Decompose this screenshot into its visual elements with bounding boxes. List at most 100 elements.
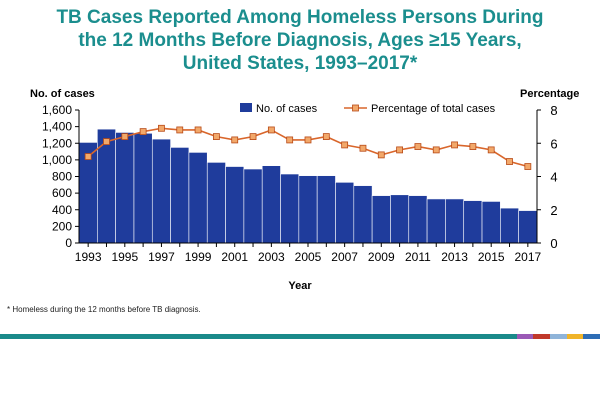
- percentage-point-2016: [506, 158, 513, 165]
- y-left-tick-label: 400: [52, 203, 72, 217]
- bar-2010: [390, 194, 410, 244]
- bar-2012: [426, 198, 446, 244]
- chart-title-line-2: the 12 Months Before Diagnosis, Ages ≥15…: [78, 30, 522, 51]
- percentage-point-2007: [341, 141, 349, 149]
- chart: No. of cases Percentage Year No. of case…: [30, 88, 579, 292]
- bar-2016: [500, 207, 519, 244]
- bar-2004: [280, 173, 300, 244]
- y-right-tick-label: 4: [550, 170, 557, 185]
- bar-1995: [115, 132, 135, 244]
- y-left-tick-label: 800: [52, 170, 72, 184]
- percentage-point-2013: [451, 141, 458, 149]
- bar-1999: [188, 152, 208, 244]
- percentage-point-1999: [194, 126, 202, 134]
- y-left-tick-label: 0: [65, 236, 72, 250]
- percentage-point-1993: [84, 153, 92, 160]
- x-tick-label: 1999: [185, 250, 212, 264]
- x-tick-label: 2003: [258, 250, 285, 264]
- x-tick-label: 2005: [295, 250, 322, 264]
- bar-2005: [298, 175, 318, 244]
- bar-2002: [243, 168, 263, 244]
- percentage-point-2010: [396, 146, 404, 154]
- bar-2001: [225, 166, 245, 244]
- y-left-tick-label: 1,400: [42, 120, 72, 134]
- percentage-point-2004: [286, 136, 294, 144]
- percentage-point-2001: [231, 136, 239, 144]
- y-left-tick-label: 1,600: [42, 103, 72, 117]
- band-segment: [0, 334, 130, 339]
- y-left-tick-label: 1,000: [42, 153, 72, 167]
- legend: No. of cases Percentage of total cases: [240, 103, 496, 115]
- y-left-tick-label: 1,200: [42, 136, 72, 150]
- chart-title-line-3: United States, 1993–2017*: [182, 53, 418, 74]
- band-segment: [258, 334, 388, 339]
- legend-label-percentage: Percentage of total cases: [371, 103, 496, 115]
- band-segment: [129, 334, 259, 339]
- bar-2011: [408, 195, 428, 244]
- percentage-point-2006: [322, 133, 330, 141]
- bar-2013: [445, 198, 465, 244]
- y-right-tick-label: 6: [550, 136, 557, 151]
- percentage-point-2017: [524, 163, 532, 170]
- percentage-point-2002: [249, 133, 257, 141]
- percentage-point-2011: [414, 143, 422, 150]
- percentage-point-2015: [487, 146, 495, 154]
- x-tick-label: 2015: [478, 250, 505, 264]
- x-tick-label: 2011: [405, 250, 431, 264]
- chart-title: TB Cases Reported Among Homeless Persons…: [0, 6, 600, 75]
- legend-swatch-cases: [240, 103, 252, 112]
- percentage-point-2014: [469, 143, 477, 150]
- x-tick-label: 2007: [331, 250, 358, 264]
- band-segment: [550, 334, 567, 339]
- bar-2017: [518, 210, 538, 244]
- y-right-tick-label: 0: [550, 236, 557, 251]
- percentage-point-2005: [304, 136, 312, 144]
- bottom-color-band: [0, 334, 600, 339]
- band-segment: [533, 334, 551, 339]
- percentage-point-1997: [158, 124, 165, 132]
- band-segment: [516, 334, 534, 339]
- percentage-point-1996: [139, 128, 147, 136]
- band-segment: [387, 334, 517, 339]
- bar-2006: [316, 175, 336, 244]
- legend-marker-percentage: [352, 104, 359, 112]
- percentage-point-1994: [103, 138, 110, 145]
- band-segment: [566, 334, 584, 339]
- bar-1997: [151, 138, 171, 244]
- y-right-tick-label: 8: [550, 103, 557, 118]
- x-tick-label: 2013: [441, 250, 468, 264]
- footnote: * Homeless during the 12 months before T…: [7, 305, 201, 314]
- bar-1996: [133, 132, 153, 244]
- bar-2014: [463, 200, 483, 244]
- y-left-tick-label: 200: [52, 219, 72, 233]
- y-right-axis-title: Percentage: [520, 88, 579, 100]
- x-tick-label: 2017: [514, 250, 541, 264]
- y-left-tick-label: 600: [52, 186, 72, 200]
- percentage-point-2003: [267, 126, 275, 134]
- x-axis-title: Year: [288, 280, 312, 292]
- percentage-point-2012: [432, 146, 440, 154]
- bar-2003: [261, 165, 281, 244]
- bar-2000: [206, 162, 226, 244]
- x-tick-label: 1997: [148, 250, 175, 264]
- percentage-point-2008: [359, 144, 367, 152]
- y-left-axis-title: No. of cases: [30, 88, 95, 100]
- x-tick-label: 2001: [221, 250, 248, 264]
- x-tick-label: 1993: [75, 250, 102, 264]
- x-tick-label: 2009: [368, 250, 395, 264]
- bar-2007: [335, 182, 355, 244]
- plot-area: 0 200 400 600 800 1,000 1,200 1,400 1,600 0 2 4 6 8 19…: [42, 103, 558, 264]
- legend-label-cases: No. of cases: [256, 103, 318, 115]
- bar-2009: [371, 195, 391, 244]
- band-segment: [583, 334, 600, 339]
- bar-1998: [170, 147, 190, 244]
- percentage-point-2000: [212, 133, 220, 141]
- percentage-point-1995: [121, 133, 129, 141]
- chart-title-line-1: TB Cases Reported Among Homeless Persons…: [56, 7, 544, 28]
- bar-2008: [353, 185, 373, 244]
- x-tick-label: 1995: [111, 250, 138, 264]
- percentage-point-2009: [377, 151, 385, 159]
- percentage-point-1998: [176, 126, 184, 134]
- y-right-tick-label: 2: [550, 203, 557, 218]
- bar-2015: [481, 201, 501, 244]
